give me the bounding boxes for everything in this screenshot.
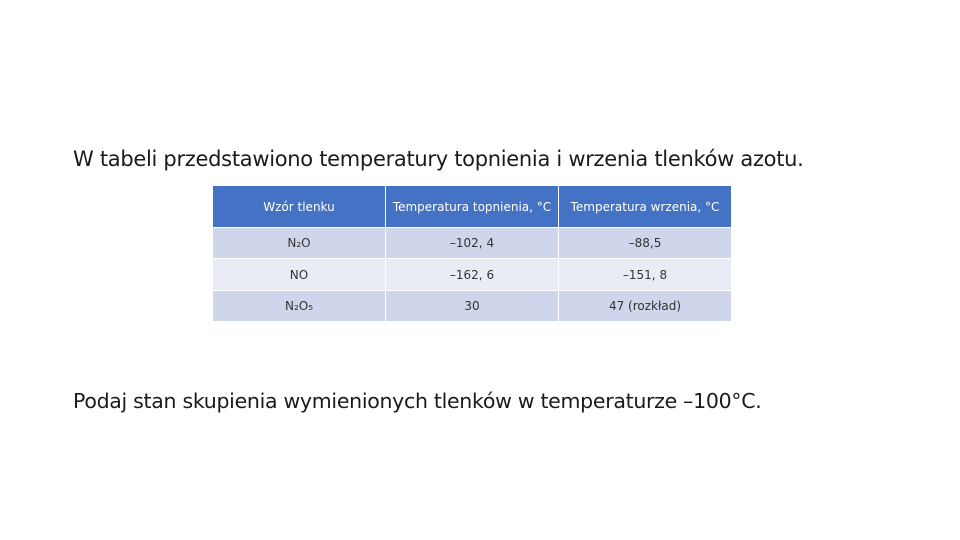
table-body: N₂O –102, 4 –88,5 NO –162, 6 –151, 8 N₂O₅ 30 47 … xyxy=(212,227,732,322)
table-cell: –151, 8 xyxy=(558,258,732,291)
header-cell: Temperatura wrzenia, °C xyxy=(558,185,732,228)
table-cell: –162, 6 xyxy=(385,258,559,291)
question-text: Podaj stan skupienia wymienionych tlenkó… xyxy=(73,389,762,413)
table-row: N₂O₅ 30 47 (rozkład) xyxy=(212,290,732,322)
table-head: Wzór tlenku Temperatura topnienia, °C Te… xyxy=(212,185,732,228)
table-cell: 30 xyxy=(385,290,559,322)
table-cell: 47 (rozkład) xyxy=(558,290,732,322)
header-row: Wzór tlenku Temperatura topnienia, °C Te… xyxy=(212,185,732,228)
table-cell: NO xyxy=(212,258,386,291)
data-table: Wzór tlenku Temperatura topnienia, °C Te… xyxy=(212,185,732,322)
intro-text: W tabeli przedstawiono temperatury topni… xyxy=(73,147,804,171)
table-cell: –102, 4 xyxy=(385,227,559,259)
table-cell: –88,5 xyxy=(558,227,732,259)
table-cell: N₂O₅ xyxy=(212,290,386,322)
table-cell: N₂O xyxy=(212,227,386,259)
table-row: N₂O –102, 4 –88,5 xyxy=(212,227,732,259)
table-row: NO –162, 6 –151, 8 xyxy=(212,258,732,291)
header-cell: Wzór tlenku xyxy=(212,185,386,228)
header-cell: Temperatura topnienia, °C xyxy=(385,185,559,228)
